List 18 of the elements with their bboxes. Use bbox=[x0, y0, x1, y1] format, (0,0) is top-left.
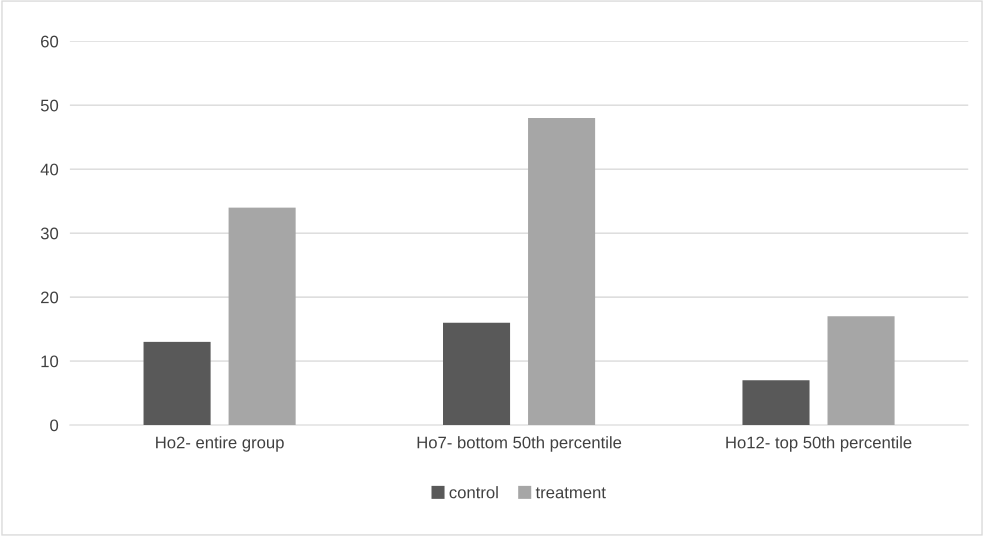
bar bbox=[228, 208, 296, 426]
y-tick-label: 10 bbox=[41, 355, 58, 368]
y-tick-label: 50 bbox=[40, 100, 58, 112]
legend-label: treatment bbox=[536, 487, 606, 498]
y-tick-label: 60 bbox=[41, 36, 58, 48]
bar bbox=[742, 380, 810, 426]
y-tick-label: 0 bbox=[50, 419, 58, 432]
x-tick-label: Ho7- bottom 50th percentile bbox=[418, 436, 622, 452]
x-tick-label: Ho12- top 50th percentile bbox=[726, 436, 912, 452]
y-tick-label: 30 bbox=[40, 228, 58, 240]
bar bbox=[144, 342, 211, 426]
legend-label: control bbox=[450, 486, 498, 498]
bar bbox=[442, 322, 510, 426]
bar bbox=[528, 118, 596, 426]
bar bbox=[828, 316, 895, 426]
y-tick-label: 20 bbox=[41, 292, 58, 304]
x-tick-label: Ho2- entire group bbox=[156, 436, 284, 452]
y-tick-label: 40 bbox=[40, 164, 58, 176]
